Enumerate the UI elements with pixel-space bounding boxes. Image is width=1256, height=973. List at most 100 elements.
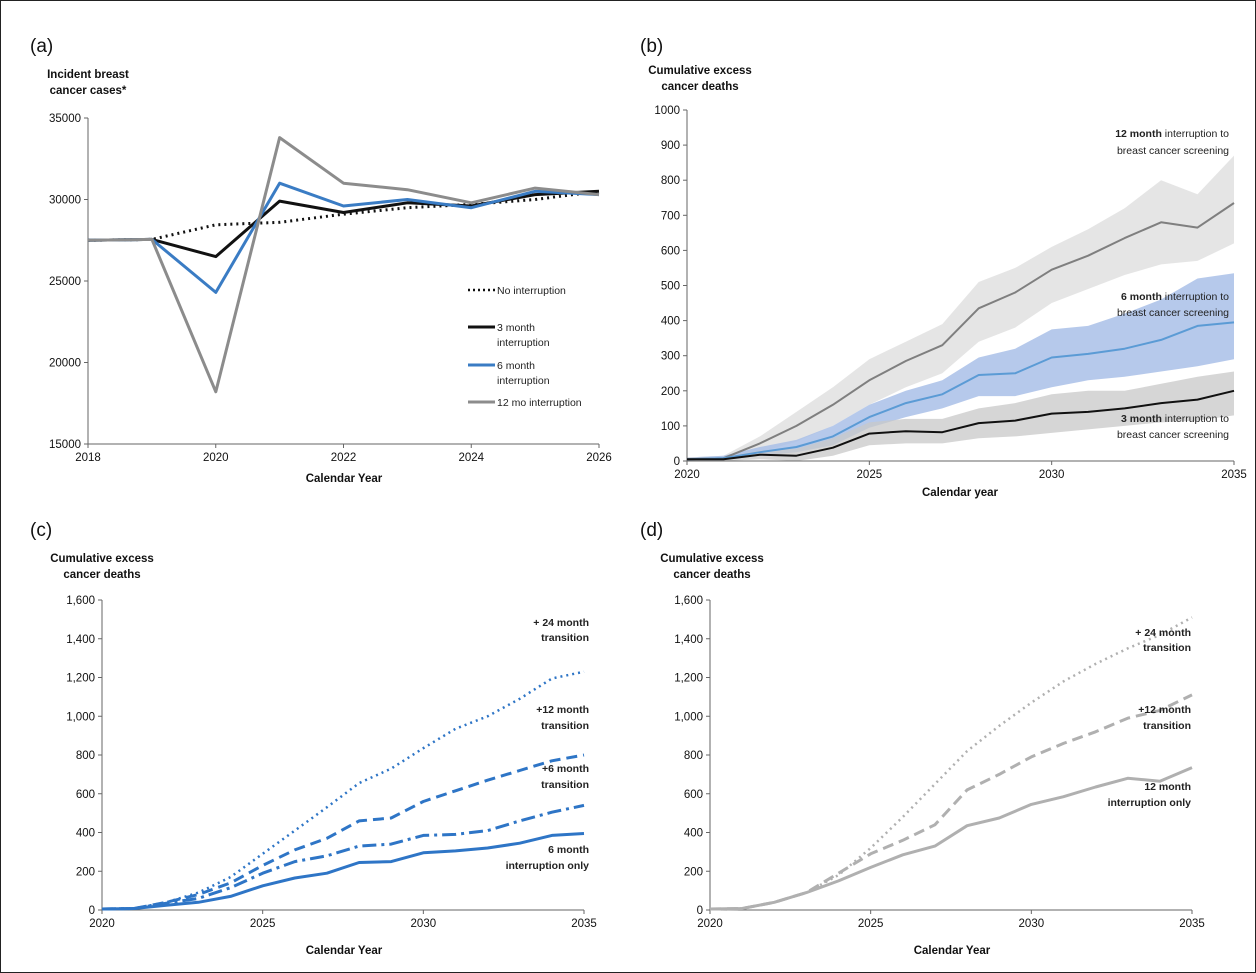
y-tick-label: 1,000	[66, 711, 95, 723]
series-line-2	[87, 181, 600, 294]
panel-c-ylabel-line2: cancer deaths	[63, 569, 140, 581]
panel-a-legend: No interruption 3 month interruption 6 m…	[468, 285, 582, 409]
series-line-1	[709, 693, 1193, 911]
panel-a-label: (a)	[30, 36, 53, 57]
panel-c: (c) Cumulative excess cancer deaths 0 200…	[30, 520, 597, 957]
panel-a-series	[87, 136, 600, 394]
confidence-band-0	[687, 155, 1234, 461]
y-tick-label: 1,600	[674, 595, 703, 607]
x-tick-label: 2020	[203, 452, 229, 464]
x-tick-label: 2026	[586, 452, 612, 464]
y-tick-label: 600	[684, 789, 703, 801]
y-tick-label: 1,600	[66, 595, 95, 607]
panel-a-xlabel: Calendar Year	[306, 473, 383, 485]
y-tick-label: 100	[661, 421, 680, 433]
legend-label-6-month-l1: 6 month	[497, 360, 535, 372]
confidence-band-1	[687, 273, 1234, 461]
x-tick-label: 2020	[697, 918, 723, 930]
y-tick-label: 0	[697, 905, 703, 917]
legend-label-12-month: 12 mo interruption	[497, 397, 582, 409]
x-tick-label: 2025	[250, 918, 276, 930]
panel-d-xlabel: Calendar Year	[914, 945, 991, 957]
panel-c-label-12m-l1: +12 month	[536, 704, 589, 716]
panel-c-label-24m-l1: + 24 month	[533, 617, 589, 629]
series-line-2	[709, 766, 1193, 911]
legend-label-6-month-l2: interruption	[497, 375, 550, 387]
y-tick-label: 200	[661, 386, 680, 398]
x-tick-label: 2020	[674, 469, 700, 481]
panel-d-series	[709, 616, 1193, 911]
series-line-2	[687, 389, 1235, 461]
y-tick-label: 20000	[49, 358, 81, 370]
series-line-2	[101, 803, 585, 911]
y-tick-label: 25000	[49, 276, 81, 288]
panel-b-axes: 0 100 200 300 400 500 600 700 800 900 1000 2020 2025…	[654, 105, 1246, 481]
x-tick-label: 2030	[411, 918, 437, 930]
series-line-0	[709, 616, 1193, 911]
x-tick-label: 2025	[857, 469, 883, 481]
panel-b-annotation-3-month-l1: 3 month interruption to	[1121, 413, 1229, 425]
panel-b-xlabel: Calendar year	[922, 487, 999, 499]
panel-b-label: (b)	[640, 36, 663, 57]
x-tick-label: 2018	[75, 452, 101, 464]
y-tick-label: 200	[76, 866, 95, 878]
panel-c-label-only-l2: interruption only	[506, 860, 590, 872]
panel-d-label: (d)	[640, 520, 663, 541]
panel-c-label-24m-l2: transition	[541, 632, 589, 644]
y-tick-label: 400	[76, 828, 95, 840]
panel-c-ylabel-line1: Cumulative excess	[50, 553, 154, 565]
legend-label-no-interruption: No interruption	[497, 285, 566, 297]
series-line-0	[686, 202, 1235, 461]
y-tick-label: 15000	[49, 439, 81, 451]
y-tick-label: 600	[76, 789, 95, 801]
panel-a-ylabel-line1: Incident breast	[47, 69, 129, 81]
panel-b-annotation-12-month-l1: 12 month interruption to	[1115, 128, 1229, 140]
panel-b: (b) Cumulative excess cancer deaths 0 100…	[640, 36, 1247, 499]
panel-b-confidence-bands	[687, 155, 1234, 461]
x-tick-label: 2030	[1019, 918, 1045, 930]
series-line-1	[686, 321, 1235, 461]
panel-b-annotation-3-month-l2: breast cancer screening	[1117, 429, 1229, 441]
panel-a-ylabel-line2: cancer cases*	[50, 85, 127, 97]
y-tick-label: 1,200	[674, 673, 703, 685]
series-line-3	[87, 136, 600, 394]
x-tick-label: 2035	[1221, 469, 1247, 481]
panel-d-label-24m-l1: + 24 month	[1135, 627, 1191, 639]
y-tick-label: 200	[684, 866, 703, 878]
panel-d-ylabel-line2: cancer deaths	[673, 569, 750, 581]
panel-d-label-24m-l2: transition	[1143, 642, 1191, 654]
y-tick-label: 0	[89, 905, 95, 917]
y-tick-label: 1,400	[674, 634, 703, 646]
y-tick-label: 400	[661, 316, 680, 328]
panel-d-label-only-l2: interruption only	[1108, 797, 1192, 809]
panel-c-label-12m-l2: transition	[541, 720, 589, 732]
panel-b-annotation-6-month-l1: 6 month interruption to	[1121, 291, 1229, 303]
panel-b-ylabel-line2: cancer deaths	[661, 81, 738, 93]
panel-d-label-12m-l2: transition	[1143, 720, 1191, 732]
y-tick-label: 800	[661, 175, 680, 187]
y-tick-label: 300	[661, 351, 680, 363]
series-line-1	[101, 753, 585, 911]
x-tick-label: 2025	[858, 918, 884, 930]
y-tick-label: 400	[684, 828, 703, 840]
y-tick-label: 900	[661, 140, 680, 152]
y-tick-label: 0	[674, 456, 680, 468]
panel-d-ylabel-line1: Cumulative excess	[660, 553, 764, 565]
x-tick-label: 2035	[571, 918, 597, 930]
y-tick-label: 1000	[654, 105, 680, 117]
panel-d-label-only-l1: 12 month	[1144, 781, 1191, 793]
y-tick-label: 700	[661, 210, 680, 222]
y-tick-label: 500	[661, 281, 680, 293]
panel-d-label-12m-l1: +12 month	[1138, 704, 1191, 716]
y-tick-label: 1,000	[674, 711, 703, 723]
y-tick-label: 35000	[49, 113, 81, 125]
series-line-0	[101, 670, 585, 911]
panel-c-axes: 0 200 400 600 800 1,000 1,200 1,400 1,600 2020 202…	[66, 595, 597, 930]
panel-c-series	[101, 670, 585, 911]
x-tick-label: 2022	[331, 452, 357, 464]
panel-d-axes: 0 200 400 600 800 1,000 1,200 1,400 1,600 2020 202…	[674, 595, 1205, 930]
panel-c-xlabel: Calendar Year	[306, 945, 383, 957]
panel-c-label-only-l1: 6 month	[548, 844, 589, 856]
series-line-3	[101, 832, 585, 911]
